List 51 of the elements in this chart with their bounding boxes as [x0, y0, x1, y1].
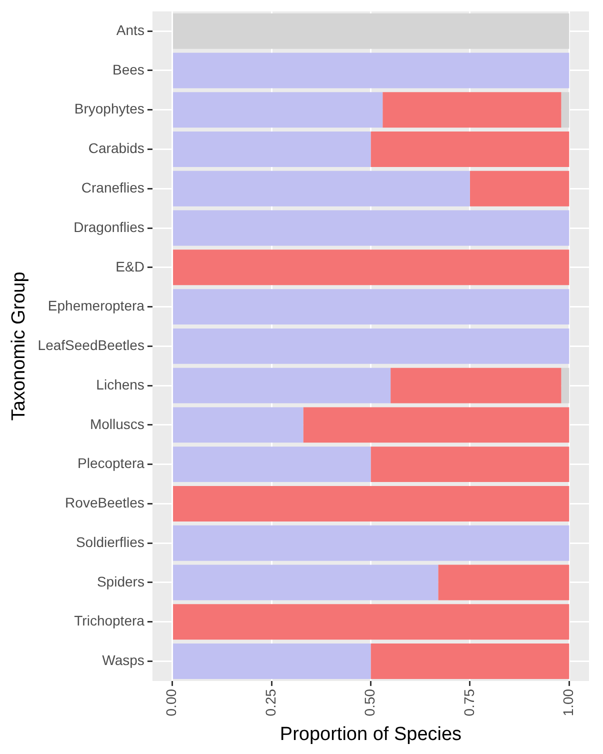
bar	[173, 446, 371, 482]
x-tick-label: 1.00	[560, 688, 576, 716]
y-tick-label: E&D	[116, 258, 144, 274]
bar	[303, 407, 570, 443]
y-tick-label: Lichens	[96, 376, 144, 392]
y-tick-label: Bees	[112, 61, 144, 78]
bar	[173, 368, 391, 404]
y-tick-label: Dragonflies	[74, 218, 144, 235]
bar	[173, 210, 570, 246]
bar	[390, 368, 562, 404]
bar	[173, 604, 570, 640]
bar	[173, 486, 570, 522]
bar	[438, 564, 570, 600]
bar	[561, 92, 570, 128]
bar	[173, 564, 438, 600]
y-tick-label: LeafSeedBeetles	[38, 337, 144, 354]
y-tick-label: Spiders	[96, 573, 144, 590]
x-tick-label: 0.50	[362, 688, 378, 716]
y-tick-label: Carabids	[88, 140, 144, 156]
y-tick-label: Craneflies	[81, 179, 144, 196]
bar	[370, 132, 570, 167]
y-tick-label: Soldierflies	[76, 534, 144, 550]
bar	[173, 250, 570, 286]
y-tick-label: Bryophytes	[74, 100, 144, 117]
y-tick-label: RoveBeetles	[65, 494, 144, 511]
y-axis-title: Taxonomic Group	[8, 272, 30, 421]
bar	[173, 52, 570, 88]
bar	[173, 289, 570, 325]
y-tick-label: Wasps	[102, 652, 144, 668]
y-tick-label: Plecoptera	[78, 455, 145, 472]
bar	[173, 644, 371, 679]
x-tick-label: 0.00	[163, 688, 180, 716]
bar	[173, 13, 570, 49]
bar	[173, 92, 383, 128]
bar	[173, 525, 570, 561]
bar	[382, 92, 562, 128]
bar	[173, 328, 570, 364]
bar	[370, 446, 570, 482]
x-axis-title: Proportion of Species	[280, 724, 462, 745]
y-tick-label: Ants	[116, 22, 144, 38]
y-tick-label: Trichoptera	[74, 612, 145, 629]
bar	[173, 132, 371, 167]
bar	[561, 368, 570, 404]
bar	[370, 644, 570, 679]
bar	[470, 170, 570, 206]
x-tick-label: 0.25	[262, 688, 278, 716]
bar	[173, 170, 470, 206]
bar	[173, 407, 304, 443]
y-tick-label: Molluscs	[90, 416, 144, 432]
y-tick-label: Ephemeroptera	[48, 298, 145, 314]
x-tick-label: 0.75	[460, 688, 477, 716]
